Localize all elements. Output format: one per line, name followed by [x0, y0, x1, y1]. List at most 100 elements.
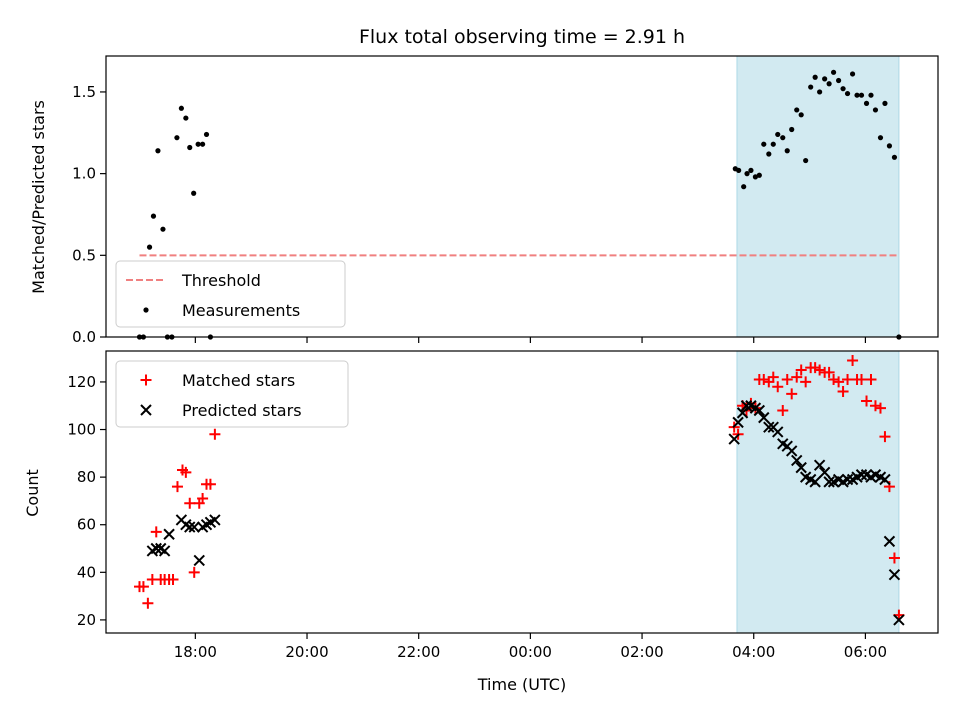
- measurement-point: [858, 92, 865, 98]
- x-tick-label: 04:00: [732, 643, 775, 661]
- bottom-series-1: [146, 400, 905, 626]
- measurement-point: [854, 92, 860, 98]
- measurement-point: [798, 112, 804, 118]
- matched-star-point: [209, 428, 221, 440]
- measurement-point: [183, 115, 189, 121]
- measurement-point: [868, 92, 874, 98]
- legend-label: Threshold: [181, 271, 261, 290]
- measurement-point: [830, 69, 837, 75]
- top-y-tick-label: 1.0: [72, 165, 96, 183]
- predicted-star-point: [809, 476, 821, 488]
- predicted-star-point: [150, 542, 162, 555]
- top-series-0: [136, 69, 902, 340]
- matched-star-point: [150, 526, 162, 538]
- predicted-star-point: [163, 528, 175, 540]
- measurement-point: [844, 90, 851, 97]
- bottom-y-tick-label: 120: [67, 373, 96, 391]
- matched-star-point: [861, 395, 873, 407]
- predicted-star-point: [728, 433, 740, 445]
- matched-star-point: [865, 374, 877, 386]
- predicted-star-point: [740, 400, 753, 412]
- legend-measurement-swatch: [143, 307, 149, 313]
- matched-star-point: [781, 374, 793, 386]
- measurement-point: [741, 184, 747, 190]
- measurement-point: [817, 89, 823, 95]
- measurement-point: [775, 131, 781, 138]
- predicted-star-point: [209, 514, 221, 526]
- matched-star-point: [795, 364, 807, 376]
- count-panel: 20 40 60 80 100 120 18:00 20:00 22:00 00:00 02:00 0…: [67, 350, 939, 661]
- bottom-y-tick-label: 60: [77, 516, 96, 534]
- matched-star-point: [772, 381, 784, 393]
- measurement-point: [882, 100, 888, 106]
- predicted-star-point: [158, 545, 171, 557]
- x-tick-label: 06:00: [844, 643, 887, 661]
- x-tick-label: 18:00: [174, 643, 217, 661]
- measurement-point: [178, 105, 184, 111]
- measurement-point: [770, 141, 776, 147]
- predicted-star-point: [753, 404, 766, 417]
- bottom-y-tick-label: 100: [67, 421, 96, 439]
- matched-star-point: [823, 366, 835, 378]
- measurement-point: [146, 244, 153, 250]
- measurement-point: [794, 107, 800, 113]
- measurement-point: [203, 131, 210, 138]
- measurement-point: [756, 172, 762, 178]
- measurement-point: [863, 100, 870, 106]
- predicted-star-point: [184, 521, 196, 533]
- measurement-point: [195, 141, 201, 147]
- predicted-star-point: [188, 521, 200, 533]
- predicted-star-point: [193, 554, 205, 567]
- predicted-star-point: [841, 473, 854, 486]
- matched-star-point: [833, 376, 845, 388]
- matched-star-point: [800, 376, 812, 388]
- top-shaded-region: [736, 55, 900, 338]
- ratio-panel: 0.0 0.5 1.0 1.5 Threshold Measurements: [72, 55, 939, 346]
- matched-star-point: [180, 466, 192, 478]
- legend-label: Measurements: [182, 301, 300, 320]
- matched-star-point: [888, 552, 900, 564]
- measurement-point: [187, 144, 193, 151]
- matched-star-point: [204, 478, 216, 490]
- predicted-star-point: [791, 454, 803, 467]
- matched-star-point: [842, 374, 854, 386]
- measurement-point: [826, 81, 832, 87]
- x-tick-label: 00:00: [509, 643, 552, 661]
- measurement-point: [891, 154, 898, 160]
- top-y-tick-label: 1.5: [72, 83, 96, 101]
- x-tick-label: 20:00: [285, 643, 328, 661]
- matched-star-point: [791, 371, 803, 383]
- legend-predicted-swatch: [140, 404, 152, 416]
- matched-star-point: [786, 388, 798, 400]
- measurement-point: [736, 167, 742, 173]
- legend-box: [115, 260, 346, 328]
- chart-title: Flux total observing time = 2.91 h: [359, 26, 685, 48]
- predicted-star-point: [732, 416, 744, 429]
- matched-star-point: [879, 431, 891, 443]
- predicted-star-point: [879, 473, 891, 486]
- measurement-point: [174, 135, 180, 141]
- measurement-point: [752, 174, 759, 180]
- predicted-star-point: [888, 568, 901, 581]
- measurement-point: [812, 74, 818, 80]
- measurement-point: [191, 190, 197, 196]
- measurement-point: [789, 126, 795, 133]
- measurement-point: [150, 213, 157, 219]
- predicted-star-point: [855, 469, 868, 481]
- measurement-point: [748, 167, 754, 173]
- matched-star-point: [828, 374, 840, 386]
- measurement-point: [160, 226, 166, 232]
- x-tick-label: 02:00: [620, 643, 663, 661]
- predicted-star-point: [893, 614, 905, 626]
- predicted-star-point: [813, 459, 826, 471]
- bottom-legend: Matched stars Predicted stars: [115, 360, 349, 428]
- matched-star-point: [171, 481, 183, 493]
- bottom-y-axis-label: Count: [23, 469, 42, 517]
- legend-label: Predicted stars: [182, 401, 302, 420]
- bottom-y-tick-label: 80: [77, 468, 96, 486]
- measurement-point: [877, 135, 884, 141]
- measurement-point: [836, 77, 842, 84]
- matched-star-point: [767, 371, 779, 383]
- measurement-point: [886, 143, 893, 149]
